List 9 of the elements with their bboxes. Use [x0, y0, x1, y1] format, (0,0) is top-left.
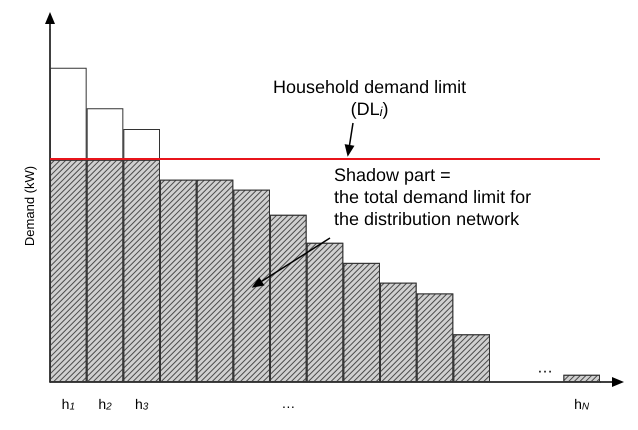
x-tick-label: h2	[98, 396, 112, 412]
annotation: …	[537, 360, 553, 376]
ref-line-label: Household demand limit (DLi)	[272, 77, 466, 119]
x-tick-label: h1	[62, 396, 76, 412]
x-tick-label: h3	[134, 396, 149, 412]
x-tick-label: …	[281, 395, 296, 411]
y-axis-title: Demand (kW)	[22, 166, 37, 246]
annotation: Shadow part = the total demand limit for the distribution network	[334, 165, 532, 229]
x-tick-label: hN	[574, 396, 590, 412]
